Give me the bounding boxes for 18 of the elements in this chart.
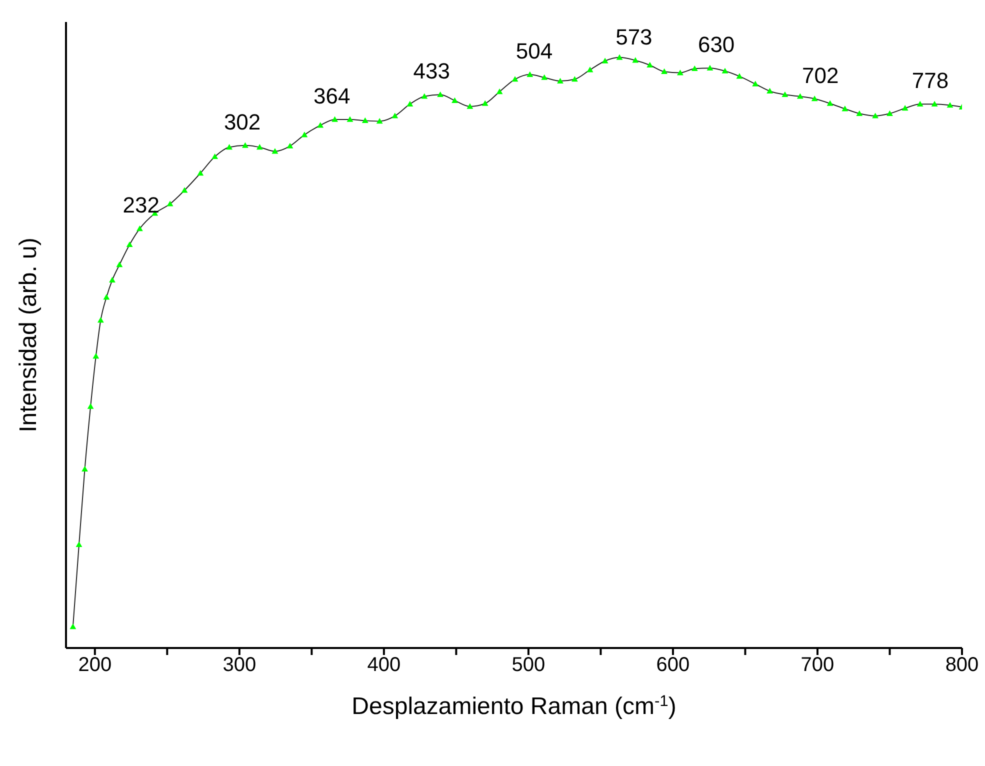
x-tick-label: 700 [800, 654, 834, 676]
annotation: 364 [314, 83, 350, 108]
x-axis-title: Desplazamiento Raman (cm$^{-1}$) [352, 692, 676, 720]
x-tick-label: 800 [945, 654, 979, 676]
annotation: 778 [912, 68, 949, 94]
x-tick-label: 300 [222, 654, 256, 676]
annotation: 302 [224, 109, 261, 134]
annotation: 232 [122, 192, 160, 218]
x-tick-label: 200 [78, 654, 112, 676]
x-tick-label: 600 [656, 654, 690, 676]
annotation: 702 [802, 62, 839, 88]
annotation: 573 [616, 24, 652, 50]
annotation: 433 [413, 58, 450, 84]
annotation: 504 [516, 38, 553, 64]
y-axis-title: Intensidad (arb. u) [15, 238, 42, 432]
x-tick-label: 400 [367, 654, 401, 676]
x-tick-label: 500 [512, 654, 546, 676]
annotation: 630 [698, 32, 735, 58]
